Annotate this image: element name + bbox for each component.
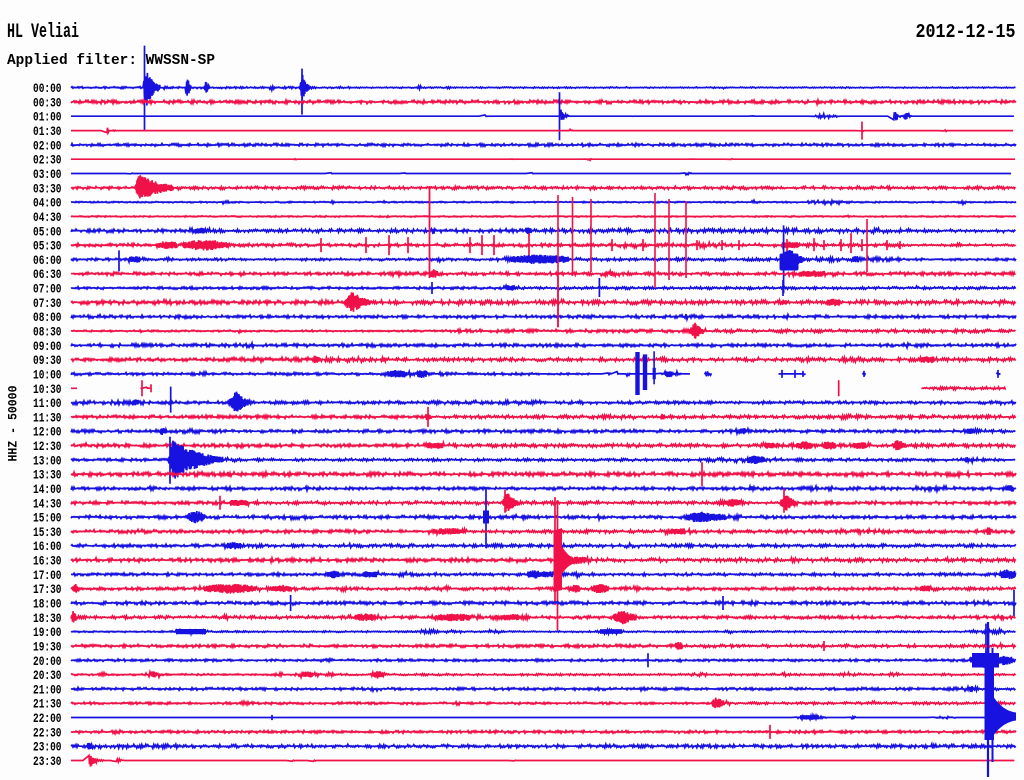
svg-text:03:30: 03:30 <box>33 182 62 196</box>
svg-text:16:30: 16:30 <box>33 555 62 569</box>
svg-text:00:30: 00:30 <box>33 96 62 110</box>
svg-text:15:00: 15:00 <box>33 512 62 526</box>
svg-text:09:30: 09:30 <box>33 354 62 368</box>
svg-text:13:30: 13:30 <box>33 469 62 483</box>
svg-text:23:30: 23:30 <box>33 755 62 769</box>
svg-text:05:30: 05:30 <box>33 240 62 254</box>
svg-text:07:00: 07:00 <box>33 283 62 297</box>
svg-text:12:00: 12:00 <box>33 426 62 440</box>
svg-text:06:30: 06:30 <box>33 268 62 282</box>
svg-text:05:00: 05:00 <box>33 225 62 239</box>
svg-text:01:30: 01:30 <box>33 125 62 139</box>
svg-text:01:00: 01:00 <box>33 111 62 125</box>
svg-text:02:00: 02:00 <box>33 139 62 153</box>
svg-text:03:00: 03:00 <box>33 168 62 182</box>
svg-text:10:00: 10:00 <box>33 368 62 382</box>
svg-text:18:30: 18:30 <box>33 612 62 626</box>
svg-text:12:30: 12:30 <box>33 440 62 454</box>
svg-text:20:30: 20:30 <box>33 669 62 683</box>
svg-text:14:30: 14:30 <box>33 497 62 511</box>
svg-text:22:30: 22:30 <box>33 726 62 740</box>
svg-text:07:30: 07:30 <box>33 297 62 311</box>
svg-text:00:00: 00:00 <box>33 82 62 96</box>
svg-text:08:30: 08:30 <box>33 326 62 340</box>
svg-text:15:30: 15:30 <box>33 526 62 540</box>
svg-text:Applied filter: WWSSN-SP: Applied filter: WWSSN-SP <box>7 52 215 69</box>
svg-text:23:00: 23:00 <box>33 741 62 755</box>
svg-text:17:30: 17:30 <box>33 583 62 597</box>
svg-text:18:00: 18:00 <box>33 598 62 612</box>
svg-text:16:00: 16:00 <box>33 540 62 554</box>
svg-text:04:00: 04:00 <box>33 197 62 211</box>
svg-text:11:00: 11:00 <box>33 397 62 411</box>
svg-text:19:30: 19:30 <box>33 641 62 655</box>
svg-text:17:00: 17:00 <box>33 569 62 583</box>
svg-text:22:00: 22:00 <box>33 712 62 726</box>
svg-text:04:30: 04:30 <box>33 211 62 225</box>
svg-text:11:30: 11:30 <box>33 411 62 425</box>
svg-text:21:30: 21:30 <box>33 698 62 712</box>
svg-text:21:00: 21:00 <box>33 683 62 697</box>
svg-text:20:00: 20:00 <box>33 655 62 669</box>
svg-text:09:00: 09:00 <box>33 340 62 354</box>
svg-text:13:00: 13:00 <box>33 454 62 468</box>
svg-text:HHZ - 50000: HHZ - 50000 <box>6 385 21 461</box>
svg-text:14:00: 14:00 <box>33 483 62 497</box>
svg-text:2012-12-15: 2012-12-15 <box>916 21 1016 43</box>
svg-text:06:00: 06:00 <box>33 254 62 268</box>
svg-text:02:30: 02:30 <box>33 154 62 168</box>
svg-text:10:30: 10:30 <box>33 383 62 397</box>
svg-text:19:00: 19:00 <box>33 626 62 640</box>
svg-text:HL Veliai: HL Veliai <box>7 21 79 44</box>
svg-text:08:00: 08:00 <box>33 311 62 325</box>
